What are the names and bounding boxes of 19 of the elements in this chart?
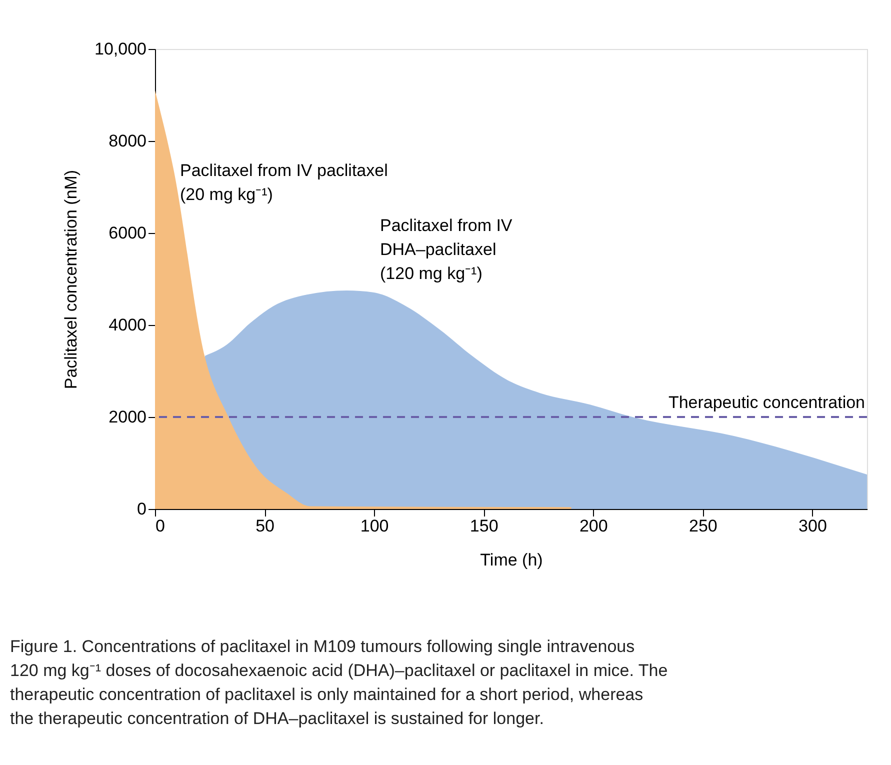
x-tick-label: 200 bbox=[579, 516, 608, 536]
x-tick-label: 250 bbox=[689, 516, 718, 536]
y-tick-label: 4000 bbox=[108, 316, 146, 334]
y-tick-label: 0 bbox=[137, 500, 146, 518]
x-tick-label: 150 bbox=[470, 516, 498, 536]
x-tick-label: 300 bbox=[798, 516, 827, 536]
y-tick-label: 8000 bbox=[108, 132, 146, 150]
y-tick-label: 2000 bbox=[108, 408, 146, 426]
ref-line-label: Therapeutic concentration bbox=[668, 393, 865, 412]
x-axis-title: Time (h) bbox=[480, 550, 543, 570]
y-tick-label: 6000 bbox=[108, 224, 146, 242]
y-tick-label: 10,000 bbox=[94, 40, 146, 58]
x-tick-label: 50 bbox=[256, 516, 274, 536]
y-axis-title: Paclitaxel concentration (nM) bbox=[62, 170, 81, 390]
x-tick-label: 0 bbox=[156, 516, 165, 536]
series-label: Paclitaxel from IV DHA–paclitaxel (120 mg kg⁻¹) bbox=[380, 216, 513, 283]
caption: Figure 1. Concentrations of paclitaxel in M109 tumours following single intravenous 120 mg kg⁻¹ doses of docosahexaenoic acid (DHA)–paclitaxel or paclitaxel in mice. The therapeutic concentration of paclitaxel is only maintained for a short period, whereas the therapeutic concentration of DHA–paclitaxel is sustained for longer. bbox=[10, 637, 668, 728]
x-tick-label: 100 bbox=[360, 516, 389, 536]
series-label: Paclitaxel from IV paclitaxel (20 mg kg⁻¹) bbox=[180, 161, 388, 204]
